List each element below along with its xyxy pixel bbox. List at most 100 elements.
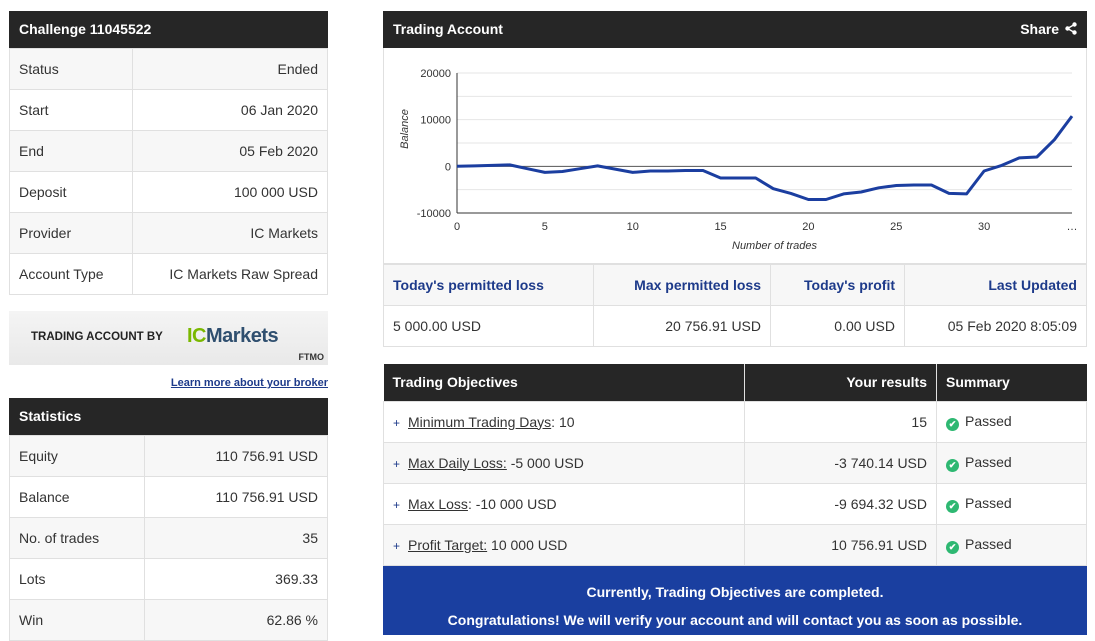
objective-result: 15 bbox=[744, 400, 937, 443]
balance-label: Balance bbox=[9, 476, 145, 518]
table-row: Trading Objectives Your results Summary bbox=[383, 364, 1087, 401]
objective-row-min-trading-days[interactable]: + Minimum Trading Days: 10 15 ✔ Passed bbox=[383, 400, 1087, 443]
table-row: 5 000.00 USD 20 756.91 USD 0.00 USD 05 F… bbox=[383, 305, 1087, 347]
max-permitted-loss-header: Max permitted loss bbox=[593, 264, 771, 306]
table-row: Status Ended bbox=[9, 48, 328, 90]
statistics-panel: Statistics Equity 110 756.91 USD Balance 1… bbox=[9, 398, 328, 641]
congratulations-banner: Currently, Trading Objectives are comple… bbox=[383, 565, 1087, 635]
summary-text: Passed bbox=[965, 494, 1012, 511]
table-row: Account Type IC Markets Raw Spread bbox=[9, 253, 328, 295]
objective-row-max-daily-loss[interactable]: + Max Daily Loss: -5 000 USD -3 740.14 US… bbox=[383, 441, 1087, 484]
todays-profit-value: 0.00 USD bbox=[770, 305, 905, 347]
table-row: Equity 110 756.91 USD bbox=[9, 435, 328, 477]
objective-summary: ✔ Passed bbox=[936, 400, 1087, 443]
lots-value: 369.33 bbox=[144, 558, 328, 600]
challenge-title: Challenge 11045522 bbox=[9, 11, 328, 48]
trades-label: No. of trades bbox=[9, 517, 145, 559]
win-label: Win bbox=[9, 599, 145, 641]
trading-account-panel: Trading Account Share 20000 10000 0 -10000 0… bbox=[383, 11, 1087, 347]
y-axis-label: Balance bbox=[399, 109, 411, 149]
x-axis-label: Number of trades bbox=[732, 240, 817, 252]
objective-result: 10 756.91 USD bbox=[744, 523, 937, 566]
your-results-header: Your results bbox=[744, 364, 937, 401]
todays-permitted-loss-header: Today's permitted loss bbox=[383, 264, 594, 306]
broker-banner[interactable]: TRADING ACCOUNT BY ICMarkets FTMO bbox=[9, 311, 328, 365]
check-circle-icon: ✔ bbox=[946, 417, 959, 431]
end-value: 05 Feb 2020 bbox=[132, 130, 328, 172]
broker-banner-label: TRADING ACCOUNT BY bbox=[31, 331, 163, 343]
last-updated-value: 05 Feb 2020 8:05:09 bbox=[904, 305, 1087, 347]
objective-summary: ✔ Passed bbox=[936, 441, 1087, 484]
status-label: Status bbox=[9, 48, 133, 90]
account-type-value: IC Markets Raw Spread bbox=[132, 253, 328, 295]
objective-summary: ✔ Passed bbox=[936, 523, 1087, 566]
deposit-value: 100 000 USD bbox=[132, 171, 328, 213]
last-updated-header: Last Updated bbox=[904, 264, 1087, 306]
x-tick-label: 20 bbox=[802, 221, 814, 233]
congrats-line-2: Congratulations! We will verify your acc… bbox=[447, 611, 1023, 628]
challenge-table: Status Ended Start 06 Jan 2020 End 05 Feb 2… bbox=[9, 48, 328, 295]
y-tick-label: 0 bbox=[445, 161, 451, 173]
objective-cell: + Max Loss: -10 000 USD bbox=[383, 482, 745, 525]
x-tick-label: 15 bbox=[714, 221, 726, 233]
objective-result: -9 694.32 USD bbox=[744, 482, 937, 525]
expand-icon[interactable]: + bbox=[393, 538, 401, 553]
objective-target: : 10 bbox=[551, 413, 575, 430]
objective-name[interactable]: Max Loss bbox=[408, 495, 468, 512]
table-row: Deposit 100 000 USD bbox=[9, 171, 328, 213]
objective-row-profit-target[interactable]: + Profit Target: 10 000 USD 10 756.91 USD… bbox=[383, 523, 1087, 566]
account-type-label: Account Type bbox=[9, 253, 133, 295]
expand-icon[interactable]: + bbox=[393, 497, 401, 512]
table-row: Balance 110 756.91 USD bbox=[9, 476, 328, 518]
objective-cell: + Minimum Trading Days: 10 bbox=[383, 400, 745, 443]
trading-account-header: Trading Account Share bbox=[383, 11, 1087, 48]
loss-summary-table: Today's permitted loss Max permitted los… bbox=[383, 264, 1087, 347]
balance-chart: 20000 10000 0 -10000 0 5 10 15 20 25 30… Number of … bbox=[383, 48, 1087, 264]
objective-target: 10 000 USD bbox=[487, 536, 568, 553]
table-row: Start 06 Jan 2020 bbox=[9, 89, 328, 131]
ic-markets-logo: ICMarkets bbox=[187, 325, 279, 348]
x-tick-label: 30 bbox=[978, 221, 990, 233]
objective-name[interactable]: Max Daily Loss: bbox=[408, 454, 507, 471]
provider-label: Provider bbox=[9, 212, 133, 254]
objective-target: : -10 000 USD bbox=[467, 495, 557, 512]
objective-row-max-loss[interactable]: + Max Loss: -10 000 USD -9 694.32 USD ✔ Pa… bbox=[383, 482, 1087, 525]
balance-series-line bbox=[456, 115, 1074, 201]
objective-result: -3 740.14 USD bbox=[744, 441, 937, 484]
congrats-line-1: Currently, Trading Objectives are comple… bbox=[586, 583, 884, 600]
trades-value: 35 bbox=[144, 517, 328, 559]
max-permitted-loss-value: 20 756.91 USD bbox=[593, 305, 771, 347]
equity-label: Equity bbox=[9, 435, 145, 477]
trading-objectives-panel: Trading Objectives Your results Summary … bbox=[383, 364, 1087, 635]
table-row: No. of trades 35 bbox=[9, 517, 328, 559]
end-label: End bbox=[9, 130, 133, 172]
deposit-label: Deposit bbox=[9, 171, 133, 213]
objective-target: -5 000 USD bbox=[506, 454, 584, 471]
table-row: Today's permitted loss Max permitted los… bbox=[383, 264, 1087, 306]
summary-header: Summary bbox=[936, 364, 1087, 401]
objective-name[interactable]: Profit Target: bbox=[408, 536, 488, 553]
learn-more-broker-link[interactable]: Learn more about your broker bbox=[170, 377, 328, 389]
y-tick-label: 20000 bbox=[420, 68, 451, 80]
objective-cell: + Profit Target: 10 000 USD bbox=[383, 523, 745, 566]
check-circle-icon: ✔ bbox=[946, 458, 959, 472]
balance-value: 110 756.91 USD bbox=[144, 476, 328, 518]
share-button[interactable]: Share bbox=[1020, 11, 1077, 48]
expand-icon[interactable]: + bbox=[393, 456, 401, 471]
summary-text: Passed bbox=[965, 453, 1012, 470]
share-icon bbox=[1065, 22, 1077, 35]
logo-markets-text: Markets bbox=[206, 325, 279, 347]
table-row: End 05 Feb 2020 bbox=[9, 130, 328, 172]
todays-profit-header: Today's profit bbox=[770, 264, 905, 306]
check-circle-icon: ✔ bbox=[946, 540, 959, 554]
provider-value: IC Markets bbox=[132, 212, 328, 254]
expand-icon[interactable]: + bbox=[393, 415, 401, 430]
equity-value: 110 756.91 USD bbox=[144, 435, 328, 477]
table-row: Win 62.86 % bbox=[9, 599, 328, 641]
statistics-table: Equity 110 756.91 USD Balance 110 756.91 U… bbox=[9, 435, 328, 641]
win-value: 62.86 % bbox=[144, 599, 328, 641]
objective-name[interactable]: Minimum Trading Days bbox=[408, 413, 552, 430]
share-label: Share bbox=[1020, 21, 1060, 37]
x-tick-label: 10 bbox=[627, 221, 639, 233]
